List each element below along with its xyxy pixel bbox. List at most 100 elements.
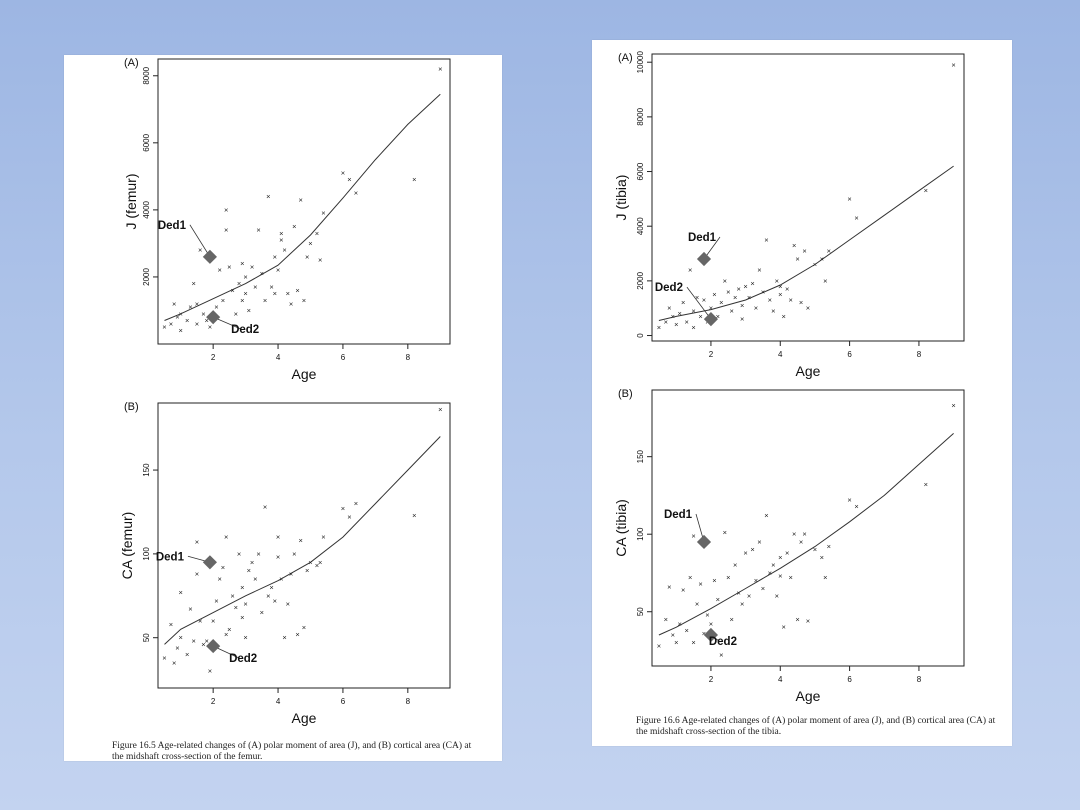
y-tick-label: 50 bbox=[636, 607, 645, 616]
data-point: × bbox=[743, 282, 747, 291]
data-point: × bbox=[688, 573, 692, 582]
data-point: × bbox=[282, 246, 286, 255]
data-point: × bbox=[719, 298, 723, 307]
data-point: × bbox=[823, 573, 827, 582]
x-tick-label: 8 bbox=[406, 353, 411, 362]
data-point: × bbox=[792, 530, 796, 539]
data-point: × bbox=[179, 326, 183, 335]
data-point: × bbox=[201, 309, 205, 318]
panel-label: (B) bbox=[618, 388, 633, 400]
x-axis-label: Age bbox=[796, 363, 821, 379]
data-point: × bbox=[702, 629, 706, 638]
data-point: × bbox=[263, 296, 267, 305]
plot-frame bbox=[157, 58, 451, 345]
data-point: × bbox=[253, 575, 257, 584]
data-point: × bbox=[740, 315, 744, 324]
data-point: × bbox=[243, 272, 247, 281]
y-tick-label: 10000 bbox=[636, 51, 645, 74]
data-point: × bbox=[813, 260, 817, 269]
data-point: × bbox=[747, 293, 751, 302]
data-point: × bbox=[726, 287, 730, 296]
data-point: × bbox=[273, 596, 277, 605]
data-point: × bbox=[698, 579, 702, 588]
data-point: × bbox=[341, 504, 345, 513]
data-point: × bbox=[764, 235, 768, 244]
data-point: × bbox=[754, 304, 758, 313]
data-point: × bbox=[318, 256, 322, 265]
data-point: × bbox=[657, 641, 661, 650]
data-point: × bbox=[292, 222, 296, 231]
trend-line bbox=[164, 93, 441, 321]
data-point: × bbox=[716, 312, 720, 321]
data-point: × bbox=[730, 615, 734, 624]
data-point: × bbox=[795, 615, 799, 624]
y-tick-label: 2000 bbox=[142, 267, 151, 285]
data-point: × bbox=[667, 582, 671, 591]
y-tick-label: 4000 bbox=[142, 200, 151, 218]
data-point: × bbox=[295, 630, 299, 639]
annotation-marker bbox=[202, 249, 217, 264]
data-point: × bbox=[214, 596, 218, 605]
data-point: × bbox=[279, 575, 283, 584]
data-point: × bbox=[240, 259, 244, 268]
data-point: × bbox=[924, 186, 928, 195]
data-point: × bbox=[221, 296, 225, 305]
annotation-marker bbox=[703, 312, 719, 327]
y-tick-label: 4000 bbox=[636, 217, 645, 235]
x-tick-label: 6 bbox=[341, 697, 346, 706]
data-point: × bbox=[854, 502, 858, 511]
data-point: × bbox=[260, 608, 264, 617]
data-point: × bbox=[688, 265, 692, 274]
data-point: × bbox=[761, 584, 765, 593]
data-point: × bbox=[315, 229, 319, 238]
data-point: × bbox=[256, 549, 260, 558]
x-tick-label: 4 bbox=[276, 697, 281, 706]
data-point: × bbox=[820, 255, 824, 264]
y-tick-label: 150 bbox=[142, 463, 151, 477]
y-axis-label: CA (femur) bbox=[119, 512, 135, 580]
x-tick-label: 6 bbox=[847, 675, 852, 684]
data-point: × bbox=[736, 285, 740, 294]
y-tick-label: 2000 bbox=[636, 271, 645, 289]
data-point: × bbox=[667, 304, 671, 313]
femur-figure-caption: Figure 16.5 Age-related changes of (A) p… bbox=[112, 741, 472, 762]
y-tick-label: 6000 bbox=[636, 162, 645, 180]
data-point: × bbox=[412, 175, 416, 184]
data-point: × bbox=[671, 312, 675, 321]
data-point: × bbox=[347, 513, 351, 522]
data-point: × bbox=[269, 283, 273, 292]
data-point: × bbox=[354, 189, 358, 198]
data-point: × bbox=[172, 658, 176, 667]
data-point: × bbox=[723, 276, 727, 285]
data-point: × bbox=[224, 226, 228, 235]
annotation-marker bbox=[696, 534, 712, 550]
data-point: × bbox=[305, 566, 309, 575]
x-tick-label: 4 bbox=[778, 350, 783, 359]
data-point: × bbox=[712, 576, 716, 585]
data-point: × bbox=[247, 306, 251, 315]
data-point: × bbox=[253, 283, 257, 292]
plot-frame bbox=[651, 389, 965, 667]
data-point: × bbox=[250, 558, 254, 567]
data-point: × bbox=[198, 246, 202, 255]
data-point: × bbox=[750, 279, 754, 288]
data-point: × bbox=[664, 615, 668, 624]
data-point: × bbox=[227, 262, 231, 271]
data-point: × bbox=[198, 616, 202, 625]
data-point: × bbox=[321, 209, 325, 218]
data-point: × bbox=[237, 549, 241, 558]
x-axis-label: Age bbox=[796, 688, 821, 704]
data-point: × bbox=[224, 205, 228, 214]
annotation-marker bbox=[703, 627, 719, 643]
annotation-label: Ded2 bbox=[655, 282, 683, 294]
data-point: × bbox=[951, 401, 955, 410]
y-tick-label: 6000 bbox=[142, 133, 151, 151]
data-point: × bbox=[208, 667, 212, 676]
data-point: × bbox=[709, 620, 713, 629]
data-point: × bbox=[243, 289, 247, 298]
y-tick-label: 100 bbox=[636, 527, 645, 541]
data-point: × bbox=[674, 638, 678, 647]
data-point: × bbox=[185, 650, 189, 659]
data-point: × bbox=[273, 252, 277, 261]
data-point: × bbox=[806, 617, 810, 626]
